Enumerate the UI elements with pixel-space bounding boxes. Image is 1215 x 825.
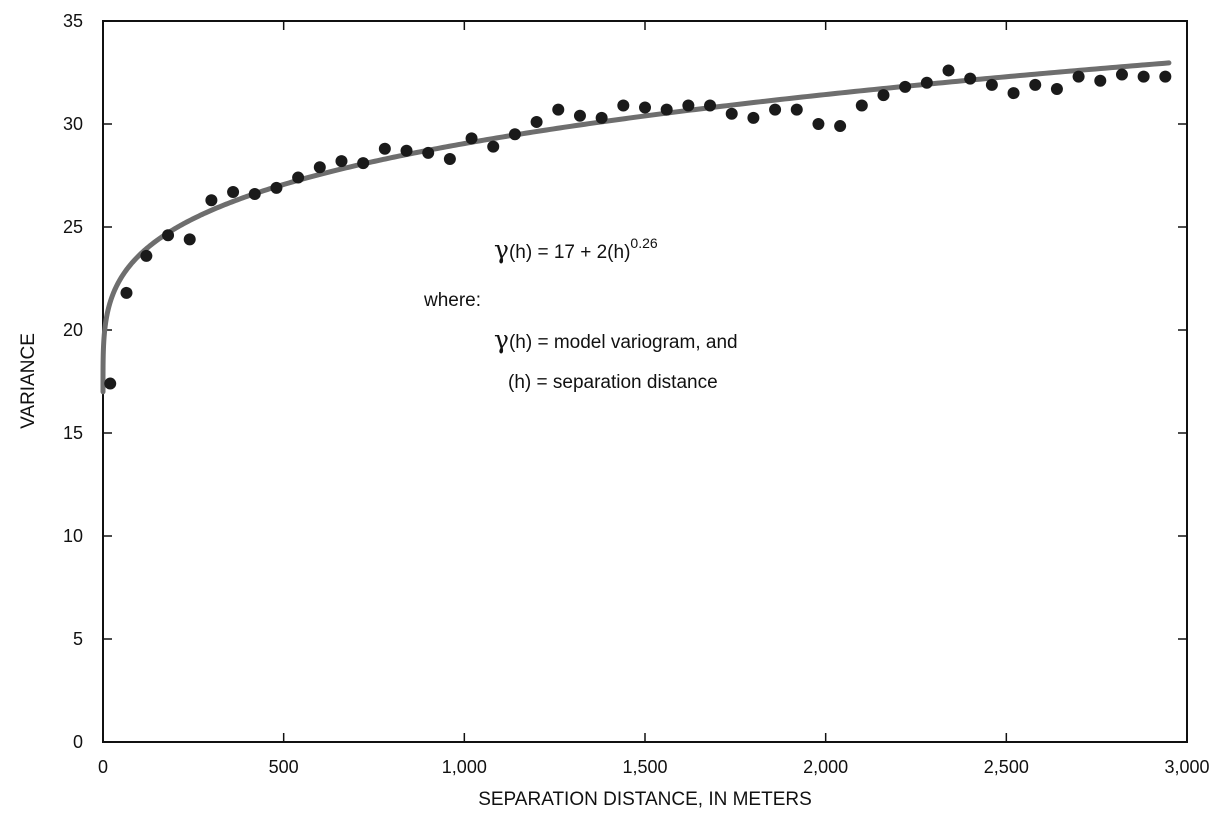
- data-point: [660, 103, 673, 116]
- x-tick-label: 500: [269, 757, 299, 777]
- model-variogram-line: [100, 60, 1172, 395]
- data-point: [920, 76, 933, 89]
- observed-points: [104, 64, 1172, 390]
- data-point: [183, 233, 196, 246]
- data-point: [834, 120, 847, 133]
- svg-text:γ(h) = model variogram, and: γ(h) = model variogram, and: [494, 325, 738, 354]
- x-axis-title: SEPARATION DISTANCE, IN METERS: [478, 789, 812, 810]
- data-point: [985, 78, 998, 91]
- x-tick-label: 2,000: [803, 757, 848, 777]
- y-tick-label: 35: [63, 11, 83, 31]
- gamma-symbol: γ: [494, 325, 509, 354]
- y-tick-label: 5: [73, 629, 83, 649]
- data-point: [725, 107, 738, 120]
- data-point: [465, 132, 478, 145]
- data-point: [964, 72, 977, 85]
- data-point: [1137, 70, 1150, 83]
- data-point: [1029, 78, 1042, 91]
- data-point: [205, 194, 218, 207]
- data-point: [812, 118, 825, 130]
- data-point: [313, 161, 326, 174]
- data-point: [530, 115, 543, 128]
- data-point: [617, 99, 630, 112]
- data-point: [270, 181, 283, 194]
- data-point: [877, 89, 890, 102]
- definition-model-variogram: (h) = model variogram, and: [509, 332, 738, 353]
- y-axis-title: VARIANCE: [18, 333, 39, 429]
- tick-marks: [102, 20, 1188, 743]
- y-tick-label: 25: [63, 217, 83, 237]
- data-point: [1115, 68, 1128, 81]
- data-point: [378, 142, 391, 155]
- data-point: [487, 140, 500, 153]
- equation-exponent: 0.26: [630, 235, 657, 251]
- data-point: [790, 103, 803, 116]
- svg-text:γ(h) = 17 + 2(h)0.26: γ(h) = 17 + 2(h)0.26: [494, 235, 658, 264]
- data-point: [400, 144, 413, 157]
- data-point: [552, 103, 565, 116]
- data-point: [1159, 70, 1172, 83]
- gamma-symbol: γ: [494, 235, 509, 264]
- data-point: [227, 185, 240, 198]
- data-point: [140, 249, 153, 262]
- data-point: [443, 153, 456, 166]
- y-tick-label: 10: [63, 526, 83, 546]
- data-point: [595, 111, 608, 124]
- x-tick-labels: 0 500 1,000 1,500 2,000 2,500 3,000: [98, 757, 1210, 777]
- data-point: [162, 229, 175, 242]
- data-point: [573, 109, 586, 122]
- x-tick-label: 0: [98, 757, 108, 777]
- data-point: [747, 111, 760, 124]
- data-point: [292, 171, 305, 184]
- data-point: [769, 103, 782, 116]
- data-point: [942, 64, 955, 77]
- data-point: [120, 286, 133, 299]
- data-point: [1050, 82, 1063, 95]
- data-point: [104, 377, 117, 390]
- y-tick-label: 20: [63, 320, 83, 340]
- data-point: [1007, 87, 1020, 100]
- data-point: [508, 128, 521, 141]
- data-point: [1094, 74, 1107, 87]
- y-tick-labels: 0 5 10 15 20 25 30 35: [63, 11, 83, 752]
- data-point: [899, 80, 912, 93]
- y-tick-label: 0: [73, 732, 83, 752]
- data-point: [1072, 70, 1085, 83]
- x-tick-label: 1,000: [442, 757, 487, 777]
- data-point: [855, 99, 868, 112]
- y-tick-label: 30: [63, 114, 83, 134]
- where-label: where:: [423, 290, 481, 311]
- data-point: [682, 99, 695, 112]
- equation-text: (h) = 17 + 2(h): [509, 242, 630, 263]
- x-tick-label: 2,500: [984, 757, 1029, 777]
- data-point: [335, 155, 348, 168]
- data-point: [248, 188, 261, 201]
- data-point: [639, 101, 651, 114]
- y-tick-label: 15: [63, 423, 83, 443]
- x-tick-label: 3,000: [1164, 757, 1209, 777]
- equation-annotation: γ(h) = 17 + 2(h)0.26 where: γ(h) = model…: [423, 235, 738, 393]
- definition-separation-distance: (h) = separation distance: [508, 372, 718, 393]
- data-point: [704, 99, 717, 112]
- x-tick-label: 1,500: [622, 757, 667, 777]
- data-point: [422, 146, 435, 159]
- data-point: [357, 157, 370, 170]
